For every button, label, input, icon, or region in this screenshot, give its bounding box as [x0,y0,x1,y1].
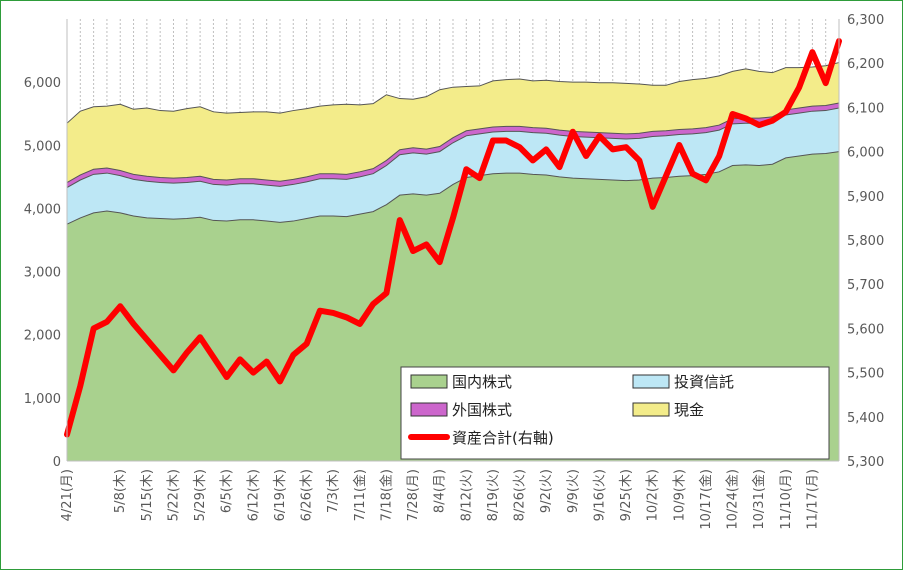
right-tick-label: 5,400 [847,411,884,426]
legend-label-foreign-stock: 外国株式 [452,401,512,419]
legend-box [400,366,830,460]
x-tick-label: 10/9(木) [672,469,687,521]
right-axis: 5,300 5,400 5,500 5,600 5,700 5,800 5,900 6,000… [838,13,884,470]
legend-label-domestic-stock: 国内株式 [452,373,512,391]
x-tick-label: 10/24(金) [725,469,741,530]
right-tick-label: 5,800 [847,234,884,249]
total-asset-line-path [64,38,842,438]
right-tick-label: 6,100 [847,101,884,116]
x-tick-label: 6/5(木) [220,469,235,513]
left-tick-label: 6,000 [24,76,61,91]
x-tick-label: 11/17(月) [805,469,820,530]
left-tick-label: 0 [53,455,61,470]
right-tick-label: 5,700 [847,278,884,293]
x-tick-label: 6/12(木) [246,469,261,521]
legend-label-cash: 現金 [674,401,704,419]
x-tick-label: 11/10(月) [779,469,794,530]
legend-label-investment-trust: 投資信託 [674,373,734,391]
x-tick-label: 9/9(火) [566,469,581,513]
legend-swatch-foreign-stock [410,402,448,417]
left-tick-label: 5,000 [24,139,61,154]
x-tick-label: 4/21(月) [60,469,75,521]
x-tick-label: 7/3(木) [326,469,341,513]
right-tick-label: 5,300 [847,455,884,470]
x-tick-label: 10/2(木) [646,469,661,521]
area-edge-4 [66,62,840,124]
x-tick-label: 9/25(木) [619,469,634,521]
legend: 国内株式 投資信託 外国株式 現金 資産合計(右軸) [400,366,830,460]
x-tick-label: 10/17(金) [698,469,714,530]
legend-swatch-investment-trust [632,374,670,389]
area-3 [67,102,839,188]
right-tick-label: 6,000 [847,146,884,161]
area-edge-3 [66,102,840,183]
area-4 [67,62,839,183]
right-tick-label: 5,600 [847,322,884,337]
x-tick-label: 8/12(火) [459,469,474,521]
left-tick-label: 1,000 [24,392,61,407]
x-tick-label: 7/28(月) [406,469,421,521]
total-asset-line [64,38,842,438]
x-tick-label: 9/2(火) [539,469,554,513]
right-tick-label: 5,900 [847,190,884,205]
legend-swatch-domestic-stock [410,374,448,389]
x-tick-label: 8/19(火) [486,469,501,521]
x-tick-label: 5/15(木) [140,469,155,521]
legend-label-total-asset: 資産合計(右軸) [452,429,554,447]
left-tick-label: 4,000 [24,202,61,217]
x-tick-label: 7/18(金) [378,469,394,521]
x-tick-label: 9/16(火) [592,469,607,521]
x-tick-label: 6/26(木) [300,469,315,521]
left-tick-label: 3,000 [24,266,61,281]
x-tick-label: 6/19(木) [273,469,288,521]
x-axis: 4/21(月) 5/8(木) 5/15(木) 5/22(木) 5/29(木) 6/5(木)… [60,460,839,530]
x-tick-label: 5/8(木) [113,469,128,513]
right-tick-label: 5,500 [847,367,884,382]
x-tick-label: 8/26(火) [513,469,528,521]
area-edge-2 [66,107,840,189]
legend-swatch-cash [632,402,670,417]
right-tick-label: 6,300 [847,13,884,28]
x-tick-label: 8/4(月) [433,469,448,513]
area-2 [67,108,839,225]
area-edge-lines [66,62,840,225]
x-tick-label: 5/22(木) [166,469,181,521]
x-tick-label: 7/11(金) [352,469,368,521]
x-tick-label: 5/29(木) [193,469,208,521]
left-axis: 0 1,000 2,000 3,000 4,000 5,000 6,000 [24,19,68,470]
x-tick-label: 10/31(金) [751,469,767,530]
left-tick-label: 2,000 [24,329,61,344]
right-tick-label: 6,200 [847,57,884,72]
